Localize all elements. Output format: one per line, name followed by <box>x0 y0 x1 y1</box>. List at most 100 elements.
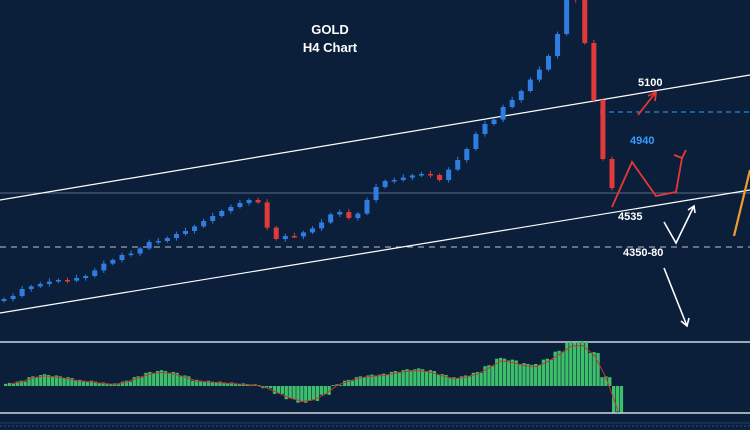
histogram-bar <box>120 381 125 386</box>
candle-body <box>83 276 89 278</box>
candle-body <box>455 160 461 170</box>
candle-body <box>355 213 361 218</box>
histogram-bar <box>214 382 218 386</box>
histogram-bar <box>187 376 191 386</box>
histogram-bar <box>444 375 448 386</box>
indicator-pane <box>4 341 624 413</box>
channel-upper-line <box>0 74 750 201</box>
histogram-bar <box>385 374 390 386</box>
histogram-bar <box>557 350 561 386</box>
histogram-bar <box>292 386 296 400</box>
histogram-bar <box>280 386 285 394</box>
histogram-bar <box>50 376 55 386</box>
histogram-bar <box>191 380 195 386</box>
histogram-bar <box>152 372 156 386</box>
histogram-bar <box>565 342 569 386</box>
candle-body <box>255 200 261 203</box>
histogram-bar <box>584 342 589 386</box>
candle-body <box>137 248 143 254</box>
candle-body <box>182 231 188 234</box>
histogram-bar <box>452 377 456 386</box>
histogram-bar <box>136 376 140 386</box>
histogram-bar <box>19 380 23 386</box>
histogram-bar <box>569 342 573 386</box>
histogram-bar <box>4 383 8 386</box>
histogram-bar <box>382 373 386 386</box>
histogram-bar <box>156 371 160 386</box>
histogram-bar <box>413 369 417 386</box>
histogram-bar <box>288 386 292 399</box>
histogram-bar <box>296 386 300 403</box>
candle-body <box>201 221 207 227</box>
price-pane <box>0 0 750 328</box>
candle-body <box>518 91 524 100</box>
histogram-bar <box>479 372 483 386</box>
histogram-bar <box>167 372 171 386</box>
histogram-bar <box>124 380 129 386</box>
histogram-bar <box>132 377 136 386</box>
candle-body <box>74 278 80 281</box>
histogram-bar <box>27 377 31 386</box>
candle-body <box>291 236 297 238</box>
candle-body <box>110 260 116 264</box>
candle-body <box>364 200 370 214</box>
candle-body <box>482 124 488 134</box>
histogram-bar <box>537 364 542 386</box>
histogram-bar <box>93 381 97 386</box>
histogram-bar <box>417 368 421 386</box>
histogram-bar <box>604 376 608 386</box>
candle-body <box>346 212 352 218</box>
candle-body <box>446 169 452 180</box>
histogram-bar <box>105 383 109 386</box>
candle-body <box>37 284 43 287</box>
histogram-bar <box>175 372 179 386</box>
candle-body <box>119 255 125 260</box>
histogram-bar <box>331 385 335 386</box>
histogram-bar <box>495 358 499 386</box>
histogram-bar <box>218 381 222 386</box>
histogram-bar <box>440 374 444 386</box>
candle-body <box>19 289 25 296</box>
candle-body <box>164 238 170 241</box>
histogram-bar <box>31 376 35 386</box>
histogram-bar <box>467 376 472 386</box>
histogram-bar <box>183 375 187 386</box>
candle-body <box>46 281 52 284</box>
histogram-bar <box>619 386 624 413</box>
candle-body <box>491 119 497 124</box>
candle-body <box>264 202 270 228</box>
histogram-bar <box>58 376 62 386</box>
chart-title-symbol: GOLD <box>311 22 349 37</box>
candle-body <box>146 242 152 249</box>
histogram-bar <box>541 359 546 386</box>
histogram-bar <box>300 386 304 402</box>
histogram-bar <box>366 375 370 386</box>
histogram-bar <box>81 380 86 386</box>
candle-body <box>382 181 388 187</box>
projection-white-path <box>663 205 695 245</box>
candle-body <box>65 280 71 282</box>
histogram-bar <box>109 384 113 386</box>
candle-body <box>246 200 252 203</box>
histogram-bar <box>276 386 281 394</box>
histogram-bar <box>615 386 620 412</box>
histogram-bar <box>343 380 347 386</box>
candle-body <box>500 107 506 120</box>
histogram-bar <box>159 370 164 386</box>
histogram-bar <box>210 381 214 386</box>
histogram-bar <box>194 379 199 386</box>
candle-body <box>409 175 415 178</box>
histogram-bar <box>436 375 440 386</box>
histogram-bar <box>230 382 234 386</box>
candle-body <box>10 296 16 299</box>
candle-body <box>192 226 198 231</box>
histogram-bar <box>85 381 90 386</box>
histogram-bar <box>534 364 538 386</box>
histogram-bar <box>327 386 331 395</box>
candle-body <box>473 134 479 149</box>
histogram-bar <box>319 386 323 395</box>
histogram-bar <box>378 374 382 386</box>
histogram-bar <box>89 380 94 386</box>
